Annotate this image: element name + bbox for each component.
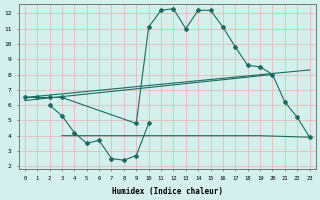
X-axis label: Humidex (Indice chaleur): Humidex (Indice chaleur): [112, 187, 223, 196]
